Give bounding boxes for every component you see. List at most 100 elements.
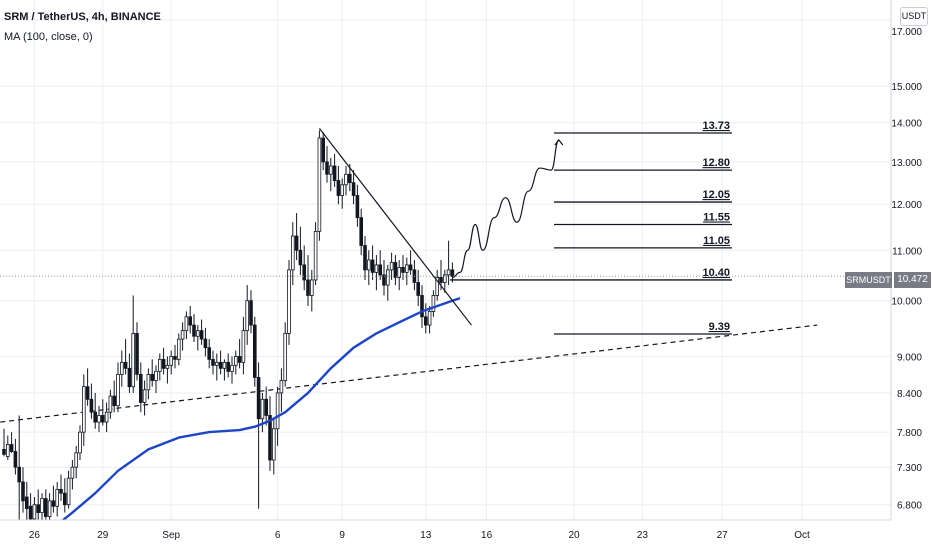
candle-body <box>85 386 90 400</box>
candle-body <box>427 310 432 326</box>
candle-body <box>306 279 310 296</box>
candle-body <box>283 333 287 381</box>
resistance-trendline <box>318 128 472 326</box>
time-axis-label: 13 <box>420 530 432 541</box>
symbol-price-tag: SRMUSDT <box>845 272 892 288</box>
fib-level-label: 9.39 <box>709 321 730 333</box>
candle-body <box>336 180 341 196</box>
candle-body <box>66 477 71 506</box>
candle-body <box>355 195 360 219</box>
price-axis-label: 13.000 <box>891 158 922 169</box>
currency-badge[interactable]: USDT <box>900 7 928 26</box>
candle-body <box>32 504 37 520</box>
fibonacci-levels: 13.73 12.80 12.05 11.55 11.05 10.40 9.39 <box>450 120 732 335</box>
time-axis-bg <box>0 520 891 550</box>
candle-body <box>40 498 44 513</box>
candle-body <box>123 361 128 369</box>
time-axis-label: 9 <box>339 530 345 541</box>
candle-body <box>264 398 268 416</box>
candle-body <box>146 373 151 391</box>
candle-body <box>93 411 98 423</box>
candle-body <box>127 367 132 388</box>
candle-body <box>104 411 109 423</box>
fib-level-label: 11.55 <box>703 211 730 223</box>
candle-body <box>313 230 318 281</box>
fib-level-label: 13.73 <box>702 120 730 132</box>
support-line <box>0 324 818 423</box>
candle-body <box>260 398 265 420</box>
projection-path <box>452 139 564 279</box>
candle-body <box>249 300 253 326</box>
candle-body <box>207 347 212 360</box>
price-axis-label: 15.000 <box>891 82 922 93</box>
candle-body <box>309 279 314 296</box>
candle-body <box>218 361 223 369</box>
candle-body <box>230 364 234 372</box>
last-price-tag: 10.472 <box>894 272 931 288</box>
candle-body <box>439 277 443 283</box>
candle-body <box>142 389 147 403</box>
candle-body <box>290 235 295 271</box>
arrow-head-icon <box>554 139 564 146</box>
candle-body <box>154 370 158 381</box>
candle-body <box>382 274 386 286</box>
candle-body <box>161 358 166 369</box>
candle-body <box>131 333 136 388</box>
candle-body <box>442 274 447 283</box>
candle-body <box>36 504 40 513</box>
candle-body <box>233 356 238 366</box>
candle-body <box>89 398 94 413</box>
candle-body <box>211 358 215 366</box>
price-axis-label: 7.300 <box>897 463 922 474</box>
candle-body <box>165 364 170 369</box>
candle-body <box>393 262 398 278</box>
candle-body <box>157 358 162 372</box>
fib-level-label: 11.05 <box>703 235 730 247</box>
candle-body <box>47 500 52 517</box>
chart-title: SRM / TetherUS, 4h, BINANCE <box>4 11 161 23</box>
price-axis-label: 12.000 <box>891 200 922 211</box>
candle-body <box>328 165 333 175</box>
candle-body <box>389 262 394 271</box>
candle-body <box>59 488 63 494</box>
time-axis-label: 27 <box>717 530 729 541</box>
candle-body <box>97 415 101 423</box>
candle-body <box>135 333 139 375</box>
candle-body <box>363 245 367 271</box>
candle-body <box>268 415 272 461</box>
candle-body <box>226 361 231 372</box>
price-axis-label: 11.000 <box>892 246 922 257</box>
candle-body <box>446 269 451 276</box>
candle-body <box>256 377 261 420</box>
candle-body <box>74 452 79 468</box>
price-axis-label: 6.800 <box>897 501 922 512</box>
candle-body <box>298 249 303 266</box>
indicator-legend[interactable]: MA (100, close, 0) <box>4 31 93 43</box>
price-axis-label: 9.000 <box>897 352 922 363</box>
candle-body <box>385 269 390 286</box>
candle-body <box>287 269 291 334</box>
price-axis-label: 7.800 <box>897 428 922 439</box>
candle-body <box>404 264 409 273</box>
candle-body <box>347 173 352 184</box>
candle-body <box>173 356 177 360</box>
time-axis-label: 26 <box>29 530 41 541</box>
candle-body <box>294 235 299 251</box>
time-axis[interactable]: 26 29 Sep 6 9 13 16 20 23 27 Oct <box>0 519 891 550</box>
candle-body <box>420 295 424 318</box>
candle-body <box>378 264 382 276</box>
fib-level-label: 10.40 <box>702 267 730 279</box>
candle-body <box>13 451 18 468</box>
time-axis-label: Oct <box>794 530 810 541</box>
candle-body <box>6 444 10 457</box>
candle-body <box>44 498 48 517</box>
grid-lines <box>0 0 891 520</box>
time-axis-label: 29 <box>97 530 109 541</box>
time-axis-label: Sep <box>162 530 180 541</box>
candle-body <box>325 161 329 175</box>
candle-body <box>271 428 276 461</box>
candle-body <box>199 330 204 340</box>
candle-body <box>188 316 193 326</box>
candle-body <box>138 373 143 403</box>
